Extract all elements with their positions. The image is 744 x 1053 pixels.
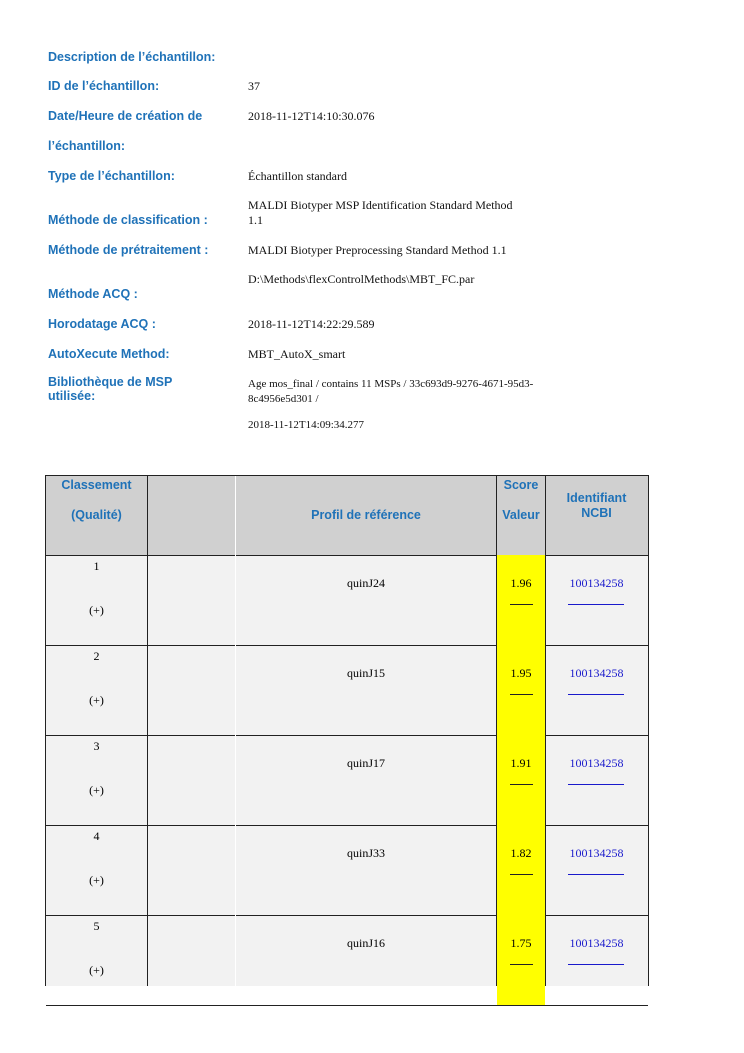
label-preprocessing-method: Méthode de prétraitement : bbox=[48, 243, 209, 257]
score-cell: 1.96 bbox=[497, 555, 545, 645]
ncbi-link[interactable]: 100134258 bbox=[569, 936, 624, 950]
rank: 1 bbox=[93, 559, 100, 573]
label-sample-type: Type de l’échantillon: bbox=[48, 169, 175, 183]
value-acq-timestamp: 2018-11-12T14:22:29.589 bbox=[248, 317, 375, 331]
value-msp-library: Age mos_final / contains 11 MSPs / 33c69… bbox=[248, 378, 534, 405]
table-header: Classement (Qualité) Profil de référence… bbox=[46, 476, 648, 556]
divider bbox=[545, 476, 546, 986]
value-sample-id: 37 bbox=[248, 79, 260, 93]
label-description: Description de l’échantillon: bbox=[48, 50, 216, 64]
ncbi-link[interactable]: 100134258 bbox=[569, 576, 624, 590]
link-underline bbox=[568, 604, 624, 605]
reference-profile: quinJ17 bbox=[346, 756, 385, 770]
link-underline bbox=[568, 874, 624, 875]
label-acq-method: Méthode ACQ : bbox=[48, 287, 138, 301]
label-creation-date: Date/Heure de création de l’échantillon: bbox=[48, 109, 203, 153]
divider bbox=[147, 476, 148, 986]
link-underline bbox=[568, 964, 624, 965]
divider bbox=[235, 476, 236, 986]
header-score: Score bbox=[503, 478, 539, 492]
value-acq-method: D:\Methods\flexControlMethods\MBT_FC.par bbox=[248, 272, 475, 286]
label-msp-library: Bibliothèque de MSP utilisée: bbox=[48, 375, 173, 403]
table-row: 1 (+) quinJ24 1.96 100134258 bbox=[46, 555, 648, 646]
score-value: 1.82 bbox=[510, 846, 532, 860]
header-profile: Profil de référence bbox=[311, 508, 421, 522]
score-cell: 1.95 bbox=[497, 645, 545, 735]
value-classification-method: MALDI Biotyper MSP Identification Standa… bbox=[248, 198, 513, 227]
header-ncbi: Identifiant bbox=[566, 491, 627, 505]
header-rank: Classement bbox=[61, 478, 132, 492]
value-sample-type: Échantillon standard bbox=[248, 169, 347, 183]
quality: (+) bbox=[89, 693, 104, 707]
link-underline bbox=[568, 694, 624, 695]
value-preprocessing-method: MALDI Biotyper Preprocessing Standard Me… bbox=[248, 243, 507, 257]
score-value: 1.95 bbox=[510, 666, 532, 680]
rank: 2 bbox=[93, 649, 100, 663]
value-creation-date: 2018-11-12T14:10:30.076 bbox=[248, 109, 375, 123]
reference-profile: quinJ24 bbox=[346, 576, 385, 590]
header-score-value: Valeur bbox=[502, 508, 540, 522]
value-autoxecute: MBT_AutoX_smart bbox=[248, 347, 346, 361]
underline bbox=[510, 964, 533, 965]
quality: (+) bbox=[89, 603, 104, 617]
score-cell: 1.82 bbox=[497, 825, 545, 915]
score-cell: 1.75 bbox=[497, 915, 545, 1005]
ncbi-link[interactable]: 100134258 bbox=[569, 846, 624, 860]
header-quality: (Qualité) bbox=[71, 508, 122, 522]
ncbi-link[interactable]: 100134258 bbox=[569, 666, 624, 680]
quality: (+) bbox=[89, 873, 104, 887]
reference-profile: quinJ33 bbox=[346, 846, 385, 860]
table-row: 4 (+) quinJ33 1.82 100134258 bbox=[46, 825, 648, 916]
underline bbox=[510, 784, 533, 785]
header-ncbi-2: NCBI bbox=[581, 506, 612, 520]
score-value: 1.91 bbox=[510, 756, 532, 770]
ncbi-link[interactable]: 100134258 bbox=[569, 756, 624, 770]
table-row: 2 (+) quinJ15 1.95 100134258 bbox=[46, 645, 648, 736]
label-acq-timestamp: Horodatage ACQ : bbox=[48, 317, 156, 331]
value-msp-library-date: 2018-11-12T14:09:34.277 bbox=[248, 419, 364, 431]
reference-profile: quinJ15 bbox=[346, 666, 385, 680]
score-cell: 1.91 bbox=[497, 735, 545, 825]
score-value: 1.96 bbox=[510, 576, 532, 590]
quality: (+) bbox=[89, 783, 104, 797]
underline bbox=[510, 874, 533, 875]
rank: 5 bbox=[93, 919, 100, 933]
table-row: 5 (+) quinJ16 1.75 100134258 bbox=[46, 915, 648, 1006]
rank: 3 bbox=[93, 739, 100, 753]
underline bbox=[510, 694, 533, 695]
results-table: Classement (Qualité) Profil de référence… bbox=[45, 475, 649, 1006]
label-autoxecute: AutoXecute Method: bbox=[48, 347, 170, 361]
reference-profile: quinJ16 bbox=[346, 936, 385, 950]
underline bbox=[510, 604, 533, 605]
quality: (+) bbox=[89, 963, 104, 977]
table-row: 3 (+) quinJ17 1.91 100134258 bbox=[46, 735, 648, 826]
link-underline bbox=[568, 784, 624, 785]
label-sample-id: ID de l’échantillon: bbox=[48, 79, 160, 93]
divider bbox=[496, 476, 497, 986]
score-value: 1.75 bbox=[510, 936, 532, 950]
label-classification-method: Méthode de classification : bbox=[48, 213, 208, 227]
rank: 4 bbox=[93, 829, 100, 843]
